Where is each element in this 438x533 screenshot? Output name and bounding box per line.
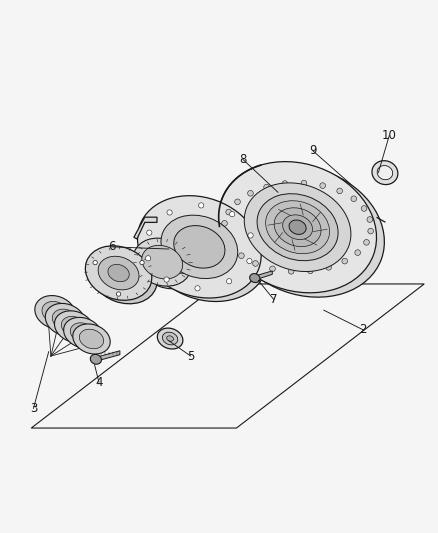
Text: 9: 9 xyxy=(309,144,317,157)
Circle shape xyxy=(198,203,204,208)
Ellipse shape xyxy=(250,273,260,282)
Circle shape xyxy=(117,292,121,296)
Circle shape xyxy=(351,196,357,201)
Ellipse shape xyxy=(226,166,385,297)
Circle shape xyxy=(228,243,234,249)
Ellipse shape xyxy=(91,249,157,304)
Ellipse shape xyxy=(98,256,139,290)
Ellipse shape xyxy=(138,241,197,289)
Circle shape xyxy=(230,212,235,217)
Circle shape xyxy=(248,233,253,238)
Ellipse shape xyxy=(108,264,129,282)
Ellipse shape xyxy=(35,296,76,329)
Polygon shape xyxy=(96,351,120,361)
Ellipse shape xyxy=(73,324,110,354)
Circle shape xyxy=(195,286,200,291)
Text: 8: 8 xyxy=(239,153,247,166)
Ellipse shape xyxy=(52,309,78,330)
Circle shape xyxy=(326,264,332,270)
Ellipse shape xyxy=(45,303,85,336)
Polygon shape xyxy=(255,271,272,280)
Circle shape xyxy=(223,232,228,238)
Circle shape xyxy=(93,261,97,265)
Circle shape xyxy=(226,209,232,215)
Ellipse shape xyxy=(174,225,225,268)
Ellipse shape xyxy=(219,161,377,293)
Ellipse shape xyxy=(161,215,238,279)
Circle shape xyxy=(167,210,172,215)
Circle shape xyxy=(147,230,152,235)
Circle shape xyxy=(288,269,294,274)
Circle shape xyxy=(247,190,253,196)
Ellipse shape xyxy=(144,199,268,302)
Ellipse shape xyxy=(274,208,321,247)
Text: 2: 2 xyxy=(359,324,367,336)
Circle shape xyxy=(337,188,343,194)
Circle shape xyxy=(145,256,151,261)
Circle shape xyxy=(301,180,307,186)
Circle shape xyxy=(282,181,288,187)
Circle shape xyxy=(164,277,169,282)
Circle shape xyxy=(364,239,369,245)
Ellipse shape xyxy=(71,323,95,343)
Circle shape xyxy=(253,261,258,266)
Ellipse shape xyxy=(162,332,178,345)
Text: 6: 6 xyxy=(108,240,116,253)
Ellipse shape xyxy=(167,336,173,341)
Circle shape xyxy=(270,266,276,272)
Circle shape xyxy=(235,199,240,205)
Ellipse shape xyxy=(64,317,102,349)
Circle shape xyxy=(140,261,144,265)
Ellipse shape xyxy=(85,246,152,300)
Ellipse shape xyxy=(265,201,329,254)
Ellipse shape xyxy=(90,354,102,364)
Text: 3: 3 xyxy=(30,402,37,415)
Ellipse shape xyxy=(157,328,183,349)
Ellipse shape xyxy=(377,166,393,180)
Text: 4: 4 xyxy=(95,376,102,389)
Polygon shape xyxy=(155,263,204,274)
Ellipse shape xyxy=(283,215,313,239)
Ellipse shape xyxy=(54,311,94,343)
Text: 5: 5 xyxy=(187,350,194,362)
Circle shape xyxy=(368,228,374,234)
Circle shape xyxy=(361,206,367,211)
Ellipse shape xyxy=(372,160,398,184)
Ellipse shape xyxy=(42,302,69,323)
Circle shape xyxy=(239,253,244,259)
Ellipse shape xyxy=(244,183,351,271)
Ellipse shape xyxy=(289,220,306,235)
Circle shape xyxy=(226,279,232,284)
Ellipse shape xyxy=(257,193,338,261)
Ellipse shape xyxy=(79,329,104,349)
Ellipse shape xyxy=(133,238,191,286)
Ellipse shape xyxy=(138,196,261,298)
Circle shape xyxy=(264,184,269,190)
Ellipse shape xyxy=(61,317,87,337)
Circle shape xyxy=(342,259,348,264)
Ellipse shape xyxy=(142,245,183,279)
Circle shape xyxy=(247,259,252,264)
Text: 10: 10 xyxy=(382,129,397,142)
Circle shape xyxy=(222,221,227,226)
Text: 7: 7 xyxy=(270,293,277,306)
Circle shape xyxy=(367,217,373,222)
Circle shape xyxy=(320,183,325,189)
Circle shape xyxy=(355,250,360,255)
Circle shape xyxy=(307,268,313,273)
Polygon shape xyxy=(134,217,157,239)
